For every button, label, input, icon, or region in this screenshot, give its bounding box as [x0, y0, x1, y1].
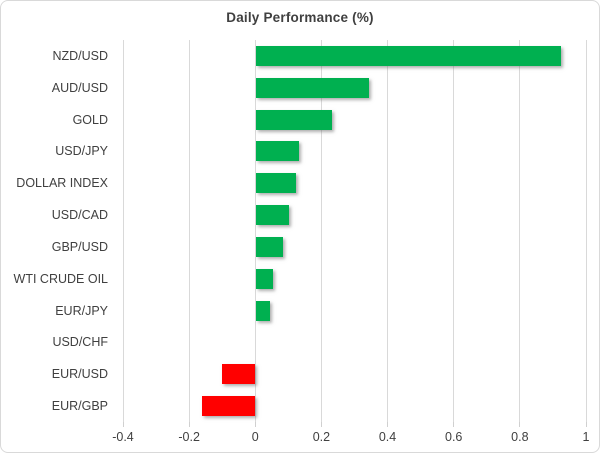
gridline	[320, 40, 322, 422]
x-axis-tick-label: 1	[582, 430, 590, 444]
x-axis-tick-label: -0.2	[178, 430, 200, 444]
negative-bar	[202, 396, 256, 417]
x-axis-tick-label: 0.6	[445, 430, 463, 444]
gridline	[122, 40, 124, 422]
category-label: USD/CHF	[52, 335, 108, 350]
negative-bar	[222, 364, 256, 385]
category-label: USD/CAD	[51, 208, 108, 223]
positive-bar	[256, 77, 369, 98]
x-axis-tick-label: 0.4	[378, 430, 397, 444]
axis-tick-mark	[122, 422, 124, 427]
positive-bar	[256, 45, 561, 66]
category-label: WTI CRUDE OIL	[13, 271, 108, 286]
category-label: AUD/USD	[51, 80, 108, 95]
positive-bar	[256, 236, 283, 257]
category-label: EUR/USD	[51, 367, 108, 382]
axis-tick-mark	[519, 422, 521, 427]
gridline	[519, 40, 521, 422]
axis-tick-mark	[188, 422, 190, 427]
x-axis-tick-label: -0.4	[112, 430, 134, 444]
axis-tick-mark	[453, 422, 455, 427]
x-axis-tick-label: 0.2	[312, 430, 331, 444]
positive-bar	[256, 300, 270, 321]
axis-tick-mark	[387, 422, 389, 427]
positive-bar	[256, 141, 300, 162]
positive-bar	[256, 109, 333, 130]
axis-tick-mark	[585, 422, 587, 427]
gridline	[453, 40, 455, 422]
axis-tick-mark	[254, 422, 256, 427]
category-label: GBP/USD	[51, 239, 108, 254]
positive-bar	[256, 205, 290, 226]
category-label: EUR/JPY	[55, 303, 108, 318]
category-label: GOLD	[72, 112, 108, 127]
positive-bar	[256, 268, 273, 289]
gridline	[188, 40, 190, 422]
chart-title: Daily Performance (%)	[226, 10, 374, 25]
category-label: NZD/USD	[52, 48, 108, 63]
x-axis-tick-label: 0	[251, 430, 259, 444]
category-label: USD/JPY	[55, 144, 108, 159]
gridline	[254, 40, 256, 422]
category-label: DOLLAR INDEX	[16, 176, 108, 191]
positive-bar	[256, 173, 296, 194]
gridline	[387, 40, 389, 422]
category-label: EUR/GBP	[51, 399, 108, 414]
x-axis-tick-label: 0.8	[511, 430, 529, 444]
axis-tick-mark	[320, 422, 322, 427]
gridline	[585, 40, 587, 422]
